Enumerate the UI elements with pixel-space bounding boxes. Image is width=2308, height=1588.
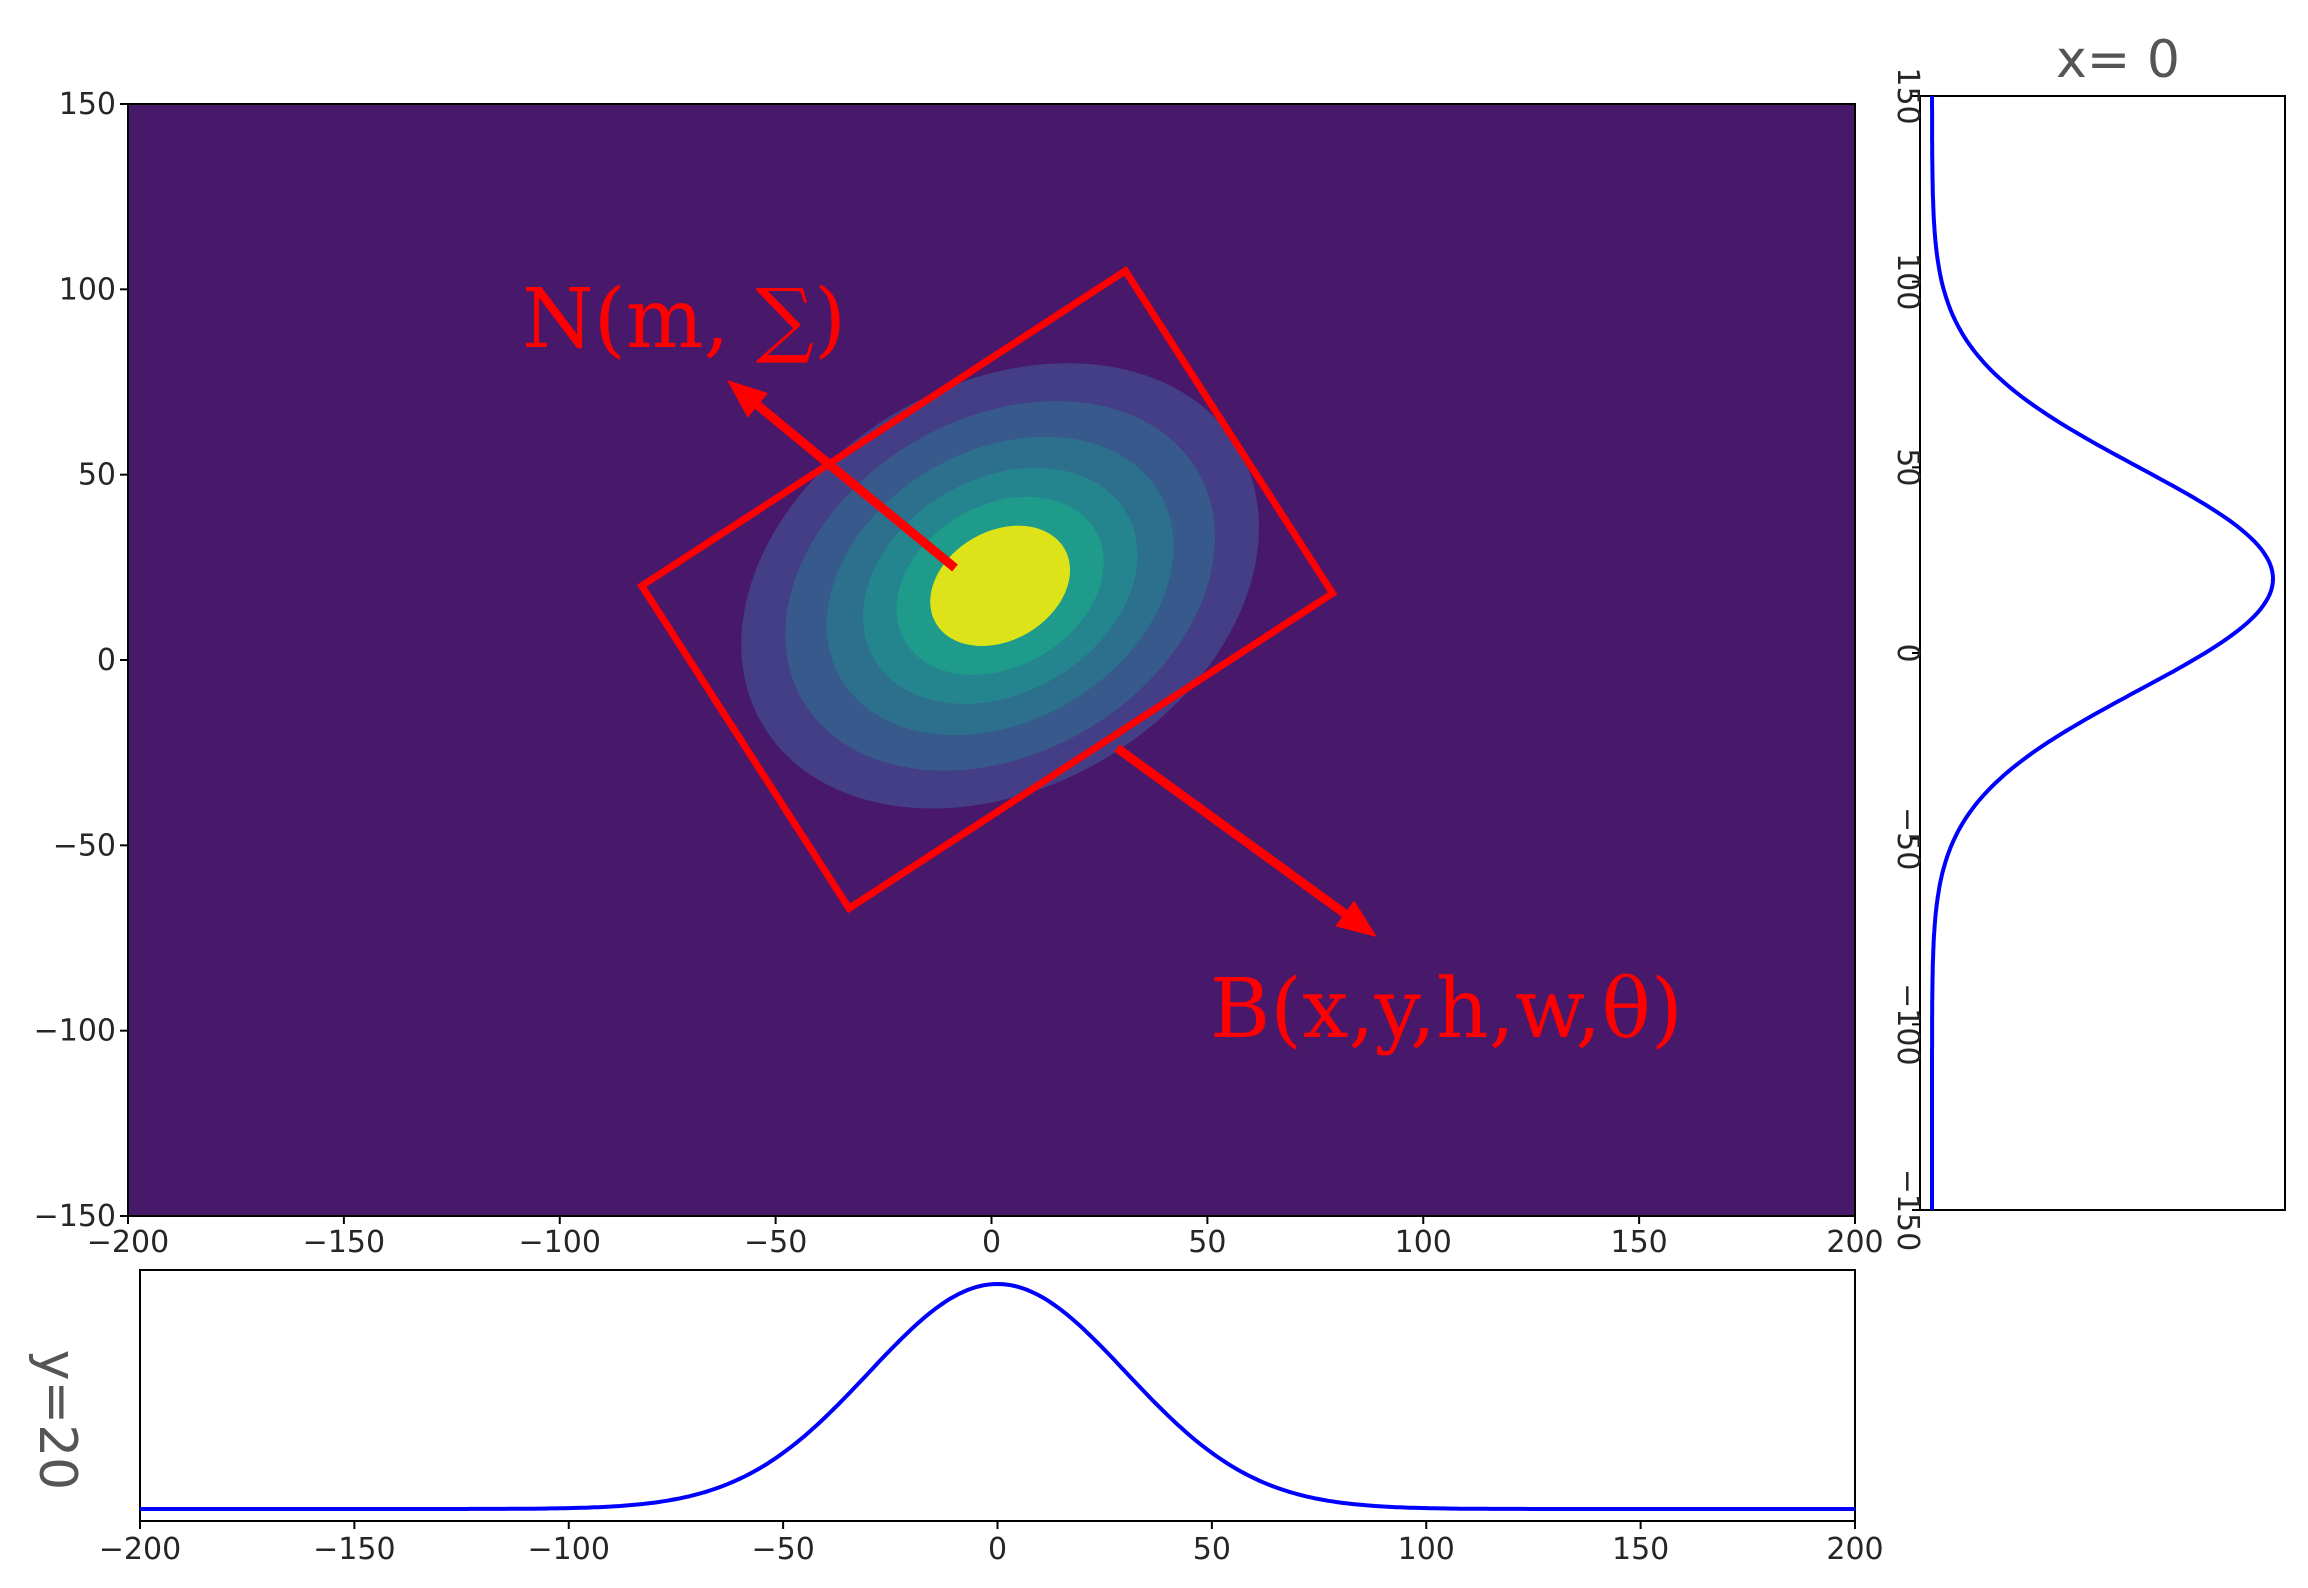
annotation-gaussian: N(m, ∑) <box>522 272 846 367</box>
main-x-tick-labels: −200 −150 −100 −50 0 50 100 150 200 <box>87 1216 1884 1260</box>
right-y-tick-label: −100 <box>1890 983 1925 1065</box>
right-y-tick-label: 0 <box>1890 643 1925 662</box>
bounding-box <box>636 265 1338 914</box>
main-y-tick-label: −50 <box>53 828 116 863</box>
annotation-arrows <box>727 380 1377 937</box>
main-y-tick-labels: 150 100 50 0 −50 −100 −150 <box>34 87 128 1234</box>
bottom-panel-label: y=20 <box>27 1350 87 1491</box>
bottom-x-tick-label: 100 <box>1398 1532 1455 1567</box>
bottom-x-tick-label: −200 <box>99 1532 181 1567</box>
arrow-to-box-label <box>1114 744 1377 937</box>
bottom-profile-line <box>140 1281 1855 1511</box>
right-y-tick-label: −50 <box>1890 807 1925 870</box>
main-x-tick-label: 100 <box>1395 1225 1452 1260</box>
gaussian-contours <box>741 363 1260 809</box>
right-y-tick-label: 150 <box>1890 67 1925 124</box>
contour-level-7 <box>930 525 1071 646</box>
bottom-plot-frame <box>139 1269 1856 1522</box>
right-y-tick-label: 50 <box>1890 448 1925 486</box>
bottom-x-tick-label: −100 <box>528 1532 610 1567</box>
main-x-tick-label: −150 <box>303 1225 385 1260</box>
main-x-tick-label: 50 <box>1188 1225 1226 1260</box>
arrow-to-box-label-head <box>1335 900 1377 937</box>
annotation-box: B(x,y,h,w,θ) <box>1210 962 1683 1057</box>
bottom-panel: −200 −150 −100 −50 0 50 100 150 200 y=20 <box>27 1269 1884 1567</box>
main-y-tick-label: 50 <box>78 458 116 493</box>
bottom-x-tick-label: −50 <box>751 1532 814 1567</box>
right-panel: 150 100 50 0 −50 −100 −150 x= 0 <box>1890 30 2286 1251</box>
main-panel: −200 −150 −100 −50 0 50 100 150 200 150100500−50… <box>34 87 1884 1260</box>
right-y-tick-label: −150 <box>1890 1169 1925 1251</box>
right-panel-title: x= 0 <box>2056 30 2180 90</box>
main-y-tick-label: 100 <box>59 272 116 307</box>
right-profile-line <box>1930 96 2276 1210</box>
main-x-tick-label: 0 <box>982 1225 1001 1260</box>
arrow-to-box-label-shaft <box>1114 744 1348 918</box>
bottom-x-tick-labels: −200 −150 −100 −50 0 50 100 150 200 <box>99 1521 1884 1567</box>
main-x-tick-label: −200 <box>87 1225 169 1260</box>
main-x-tick-label: 150 <box>1610 1225 1667 1260</box>
bottom-x-tick-label: 0 <box>988 1532 1007 1567</box>
bottom-x-tick-label: 150 <box>1612 1532 1669 1567</box>
rotated-box-outline <box>636 265 1338 914</box>
bottom-x-tick-label: 200 <box>1826 1532 1883 1567</box>
arrow-to-gaussian-label-shaft <box>754 401 958 572</box>
main-x-tick-label: −50 <box>744 1225 807 1260</box>
bottom-x-tick-label: −150 <box>313 1532 395 1567</box>
main-y-tick-label: 0 <box>97 643 116 678</box>
main-x-tick-label: −100 <box>519 1225 601 1260</box>
bottom-x-tick-label: 50 <box>1193 1532 1231 1567</box>
right-y-tick-labels: 150 100 50 0 −50 −100 −150 <box>1890 67 1925 1251</box>
main-y-tick-label: 150 <box>59 87 116 122</box>
arrow-to-gaussian-label-head <box>727 380 769 418</box>
main-y-tick-label: −100 <box>34 1014 116 1049</box>
main-x-tick-label: 200 <box>1826 1225 1883 1260</box>
main-y-tick-label: −150 <box>34 1199 116 1234</box>
right-plot-frame <box>1919 95 2286 1211</box>
arrow-to-gaussian-label <box>727 380 958 572</box>
right-y-tick-label: 100 <box>1890 253 1925 310</box>
